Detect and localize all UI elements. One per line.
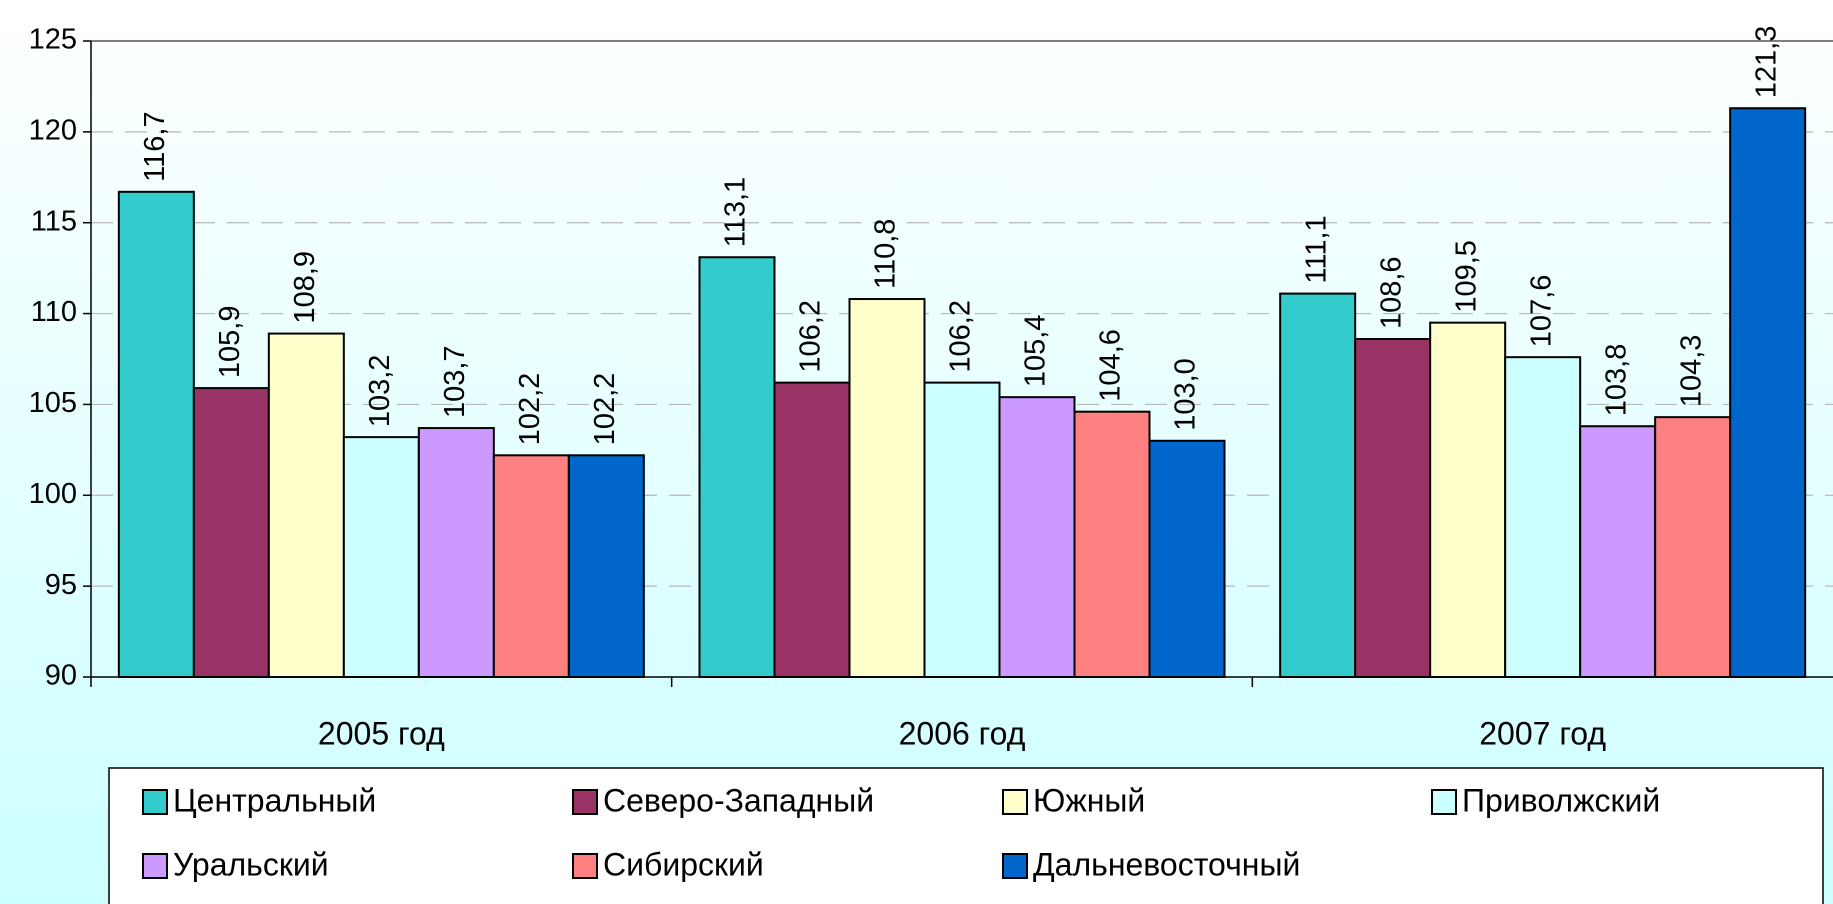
legend-swatch	[1431, 789, 1457, 815]
value-label: 116,7	[139, 111, 171, 181]
value-label: 103,0	[1170, 358, 1202, 431]
legend-swatch	[572, 789, 598, 815]
value-label: 103,8	[1600, 344, 1632, 417]
value-label: 110,8	[870, 219, 902, 289]
value-label: 105,9	[214, 305, 246, 378]
x-tick-label: 2006 год	[899, 715, 1026, 751]
bar	[417, 427, 495, 678]
bar	[1654, 416, 1732, 678]
value-label: 113,1	[720, 177, 752, 247]
value-label: 106,2	[945, 300, 977, 373]
legend-swatch	[572, 853, 598, 879]
value-label: 109,5	[1450, 240, 1482, 313]
value-label: 103,2	[364, 355, 396, 428]
y-tick-label: 110	[31, 296, 77, 328]
legend-label: Центральный	[173, 782, 376, 818]
value-label: 104,6	[1095, 329, 1127, 402]
value-label: 105,4	[1020, 315, 1052, 388]
x-tick-label: 2005 год	[318, 715, 445, 751]
bar	[1279, 292, 1357, 678]
bar	[998, 396, 1076, 678]
y-tick-label: 90	[45, 660, 77, 692]
bar	[1148, 439, 1226, 678]
legend-label: Сибирский	[603, 846, 764, 882]
legend-swatch	[142, 789, 168, 815]
bar	[192, 387, 270, 678]
bar	[492, 454, 570, 678]
value-label: 102,2	[589, 373, 621, 446]
bar	[1729, 107, 1807, 678]
value-label: 103,7	[439, 345, 471, 418]
value-label: 107,6	[1525, 275, 1557, 348]
bar	[342, 436, 420, 678]
value-label: 108,6	[1375, 256, 1407, 329]
y-tick-label: 120	[29, 115, 77, 147]
legend-label: Северо-Западный	[603, 782, 874, 818]
x-tick-label: 2007 год	[1479, 715, 1606, 751]
value-label: 104,3	[1675, 335, 1707, 408]
bar	[1354, 338, 1432, 678]
bar	[773, 381, 851, 678]
value-label: 121,3	[1750, 26, 1782, 99]
bar	[1073, 410, 1151, 678]
value-label: 108,9	[289, 251, 321, 324]
value-label: 106,2	[795, 300, 827, 373]
bar	[1504, 356, 1582, 678]
bar	[1579, 425, 1657, 678]
bar	[923, 381, 1001, 678]
legend-label: Южный	[1033, 782, 1145, 818]
legend-swatch	[1002, 853, 1028, 879]
y-tick-label: 125	[29, 24, 77, 56]
bar	[848, 298, 926, 678]
value-label: 111,1	[1300, 215, 1332, 283]
y-tick-label: 100	[29, 478, 77, 510]
y-tick-label: 105	[29, 387, 77, 419]
legend-label: Приволжский	[1462, 782, 1660, 818]
legend-label: Уральский	[173, 846, 329, 882]
bar	[117, 190, 195, 679]
legend-label: Дальневосточный	[1033, 846, 1300, 882]
bar	[267, 332, 345, 678]
bar	[1429, 321, 1507, 678]
y-tick-label: 95	[45, 569, 77, 601]
legend-box	[108, 767, 1824, 904]
bar	[698, 256, 776, 678]
legend-swatch	[142, 853, 168, 879]
value-label: 102,2	[514, 373, 546, 446]
bar	[567, 454, 645, 678]
legend-swatch	[1002, 789, 1028, 815]
y-tick-label: 115	[31, 205, 77, 237]
